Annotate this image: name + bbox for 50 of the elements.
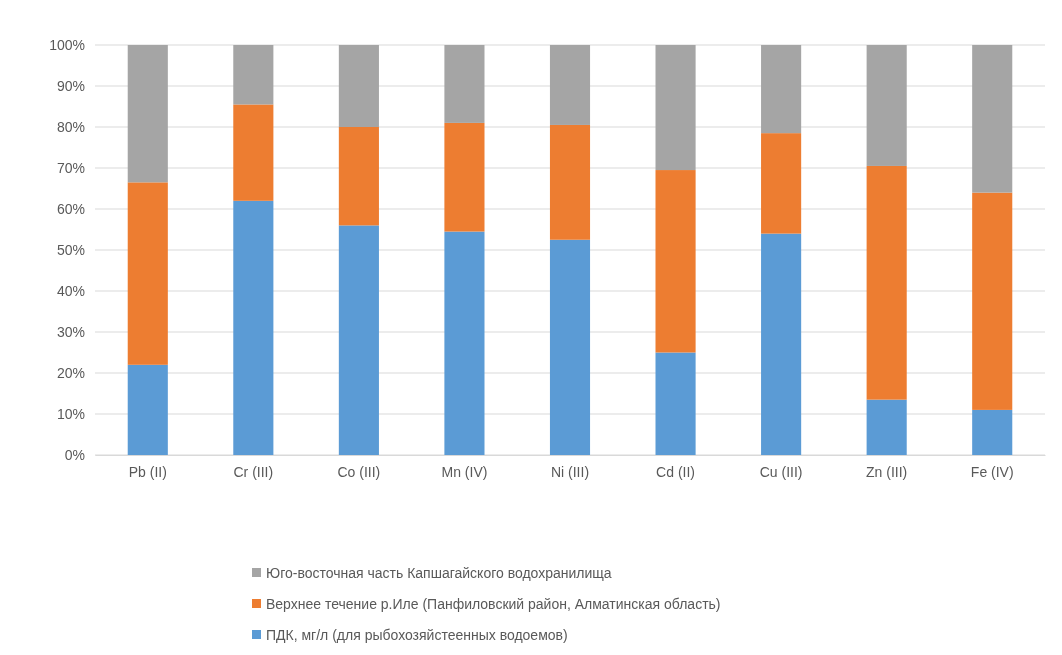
bar bbox=[549, 45, 591, 125]
y-tick-label: 50% bbox=[56, 241, 85, 258]
y-tick-label: 20% bbox=[56, 364, 85, 381]
x-tick-label: Zn (III) bbox=[866, 463, 908, 480]
bar bbox=[233, 45, 274, 105]
bar bbox=[338, 225, 379, 455]
x-tick-label: Cu (III) bbox=[759, 463, 803, 480]
x-tick-label: Cd (II) bbox=[656, 463, 695, 480]
bar bbox=[338, 45, 379, 127]
y-tick-label: 40% bbox=[56, 282, 85, 299]
x-tick-label: Cr (III) bbox=[233, 463, 274, 480]
bar bbox=[127, 364, 168, 455]
bar bbox=[972, 45, 1013, 193]
legend-label: Верхнее течение р.Иле (Панфиловский район, Алматинская область) bbox=[266, 595, 721, 612]
y-tick-label: 0% bbox=[64, 446, 85, 463]
x-tick-label: Co (III) bbox=[337, 463, 381, 480]
bar bbox=[127, 45, 168, 183]
y-tick-label: 10% bbox=[56, 405, 85, 422]
bar bbox=[444, 122, 485, 232]
x-tick-label: Ni (III) bbox=[550, 463, 590, 480]
x-tick-label: Pb (II) bbox=[128, 463, 167, 480]
bar bbox=[338, 127, 379, 226]
bar bbox=[549, 124, 591, 240]
bar bbox=[761, 133, 802, 234]
bar bbox=[761, 45, 802, 134]
bar bbox=[655, 45, 696, 171]
bar bbox=[233, 104, 274, 201]
bar bbox=[444, 231, 485, 455]
bar bbox=[972, 192, 1013, 410]
bar bbox=[655, 170, 696, 353]
y-tick-label: 30% bbox=[56, 323, 85, 340]
x-tick-label: Mn (IV) bbox=[441, 463, 488, 480]
y-tick-label: 70% bbox=[56, 159, 85, 176]
bar bbox=[233, 200, 274, 455]
y-tick-label: 90% bbox=[56, 77, 85, 94]
bar bbox=[866, 45, 907, 166]
bar bbox=[972, 409, 1013, 455]
bar bbox=[127, 182, 168, 365]
y-tick-label: 100% bbox=[49, 36, 85, 53]
bar bbox=[655, 352, 696, 455]
y-tick-label: 80% bbox=[56, 118, 85, 135]
x-tick-label: Fe (IV) bbox=[970, 463, 1014, 480]
bar bbox=[444, 45, 485, 123]
bar bbox=[761, 233, 802, 455]
legend-label: Юго-восточная часть Капшагайского водохранилища bbox=[266, 564, 612, 581]
bar bbox=[866, 399, 907, 455]
bar bbox=[866, 165, 907, 400]
y-tick-label: 60% bbox=[56, 200, 85, 217]
bar bbox=[549, 239, 591, 455]
legend-label: ПДК, мг/л (для рыбохозяйстеенных водоемов) bbox=[266, 626, 568, 643]
